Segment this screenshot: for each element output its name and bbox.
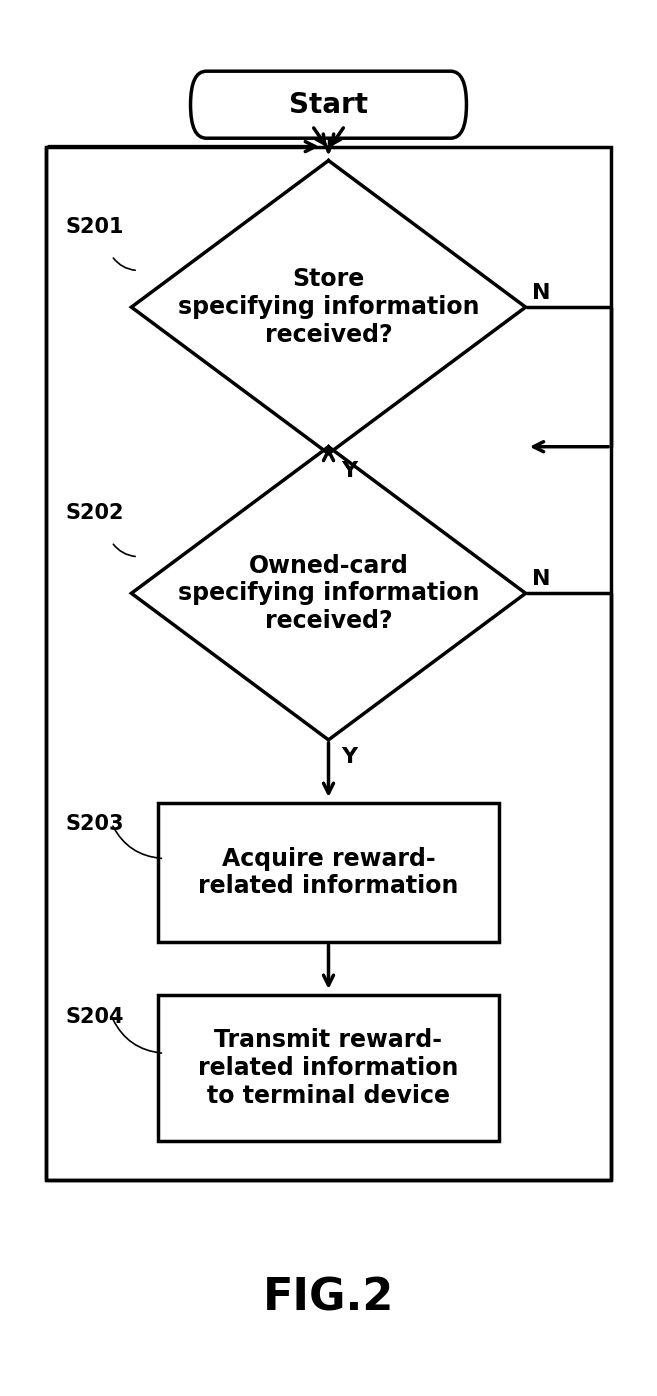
Text: Start: Start <box>289 91 368 119</box>
Text: N: N <box>532 570 551 589</box>
Text: Store
specifying information
received?: Store specifying information received? <box>178 267 479 348</box>
Text: Transmit reward-
related information
to terminal device: Transmit reward- related information to … <box>198 1027 459 1108</box>
Text: FIG.2: FIG.2 <box>263 1277 394 1319</box>
Text: N: N <box>532 283 551 303</box>
Text: S204: S204 <box>66 1007 124 1026</box>
Text: S203: S203 <box>66 814 124 833</box>
FancyBboxPatch shape <box>191 71 466 138</box>
Text: S202: S202 <box>66 503 124 522</box>
Bar <box>158 994 499 1142</box>
Bar <box>158 803 499 942</box>
Text: S201: S201 <box>66 216 124 236</box>
Bar <box>46 147 611 1180</box>
Text: Y: Y <box>342 461 358 480</box>
Text: Y: Y <box>342 747 358 766</box>
Text: Acquire reward-
related information: Acquire reward- related information <box>198 846 459 899</box>
Text: Owned-card
specifying information
received?: Owned-card specifying information receiv… <box>178 553 479 634</box>
